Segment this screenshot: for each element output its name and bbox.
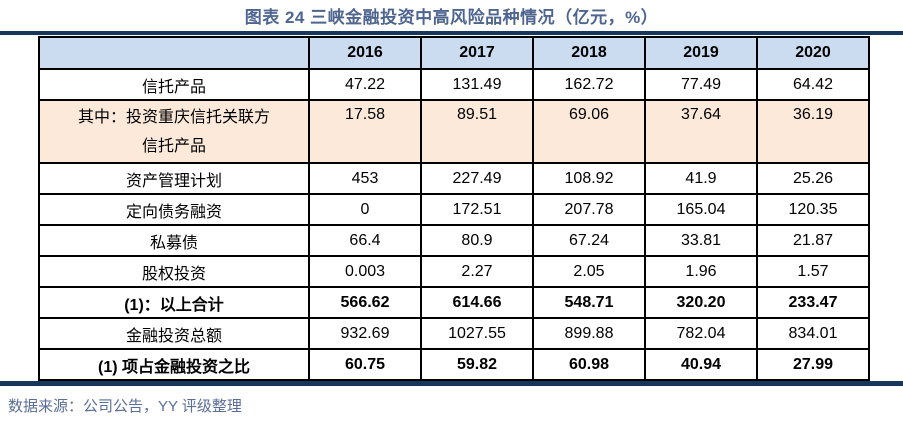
cell-value: 165.04 [644,193,758,226]
row-label: 信托产品 [38,68,310,101]
row-label: 金融投资总额 [38,317,310,350]
cell-value: 614.66 [420,286,534,319]
cell-value: 77.49 [644,68,758,101]
cell-value: 40.94 [644,348,758,381]
top-divider [0,31,903,35]
row-label: 股权投资 [38,255,310,288]
header-row: 2016 2017 2018 2019 2020 [38,36,870,70]
cell-value: 21.87 [756,224,870,257]
cell-value: 227.49 [420,162,534,195]
cell-value: 0 [308,193,422,226]
row-label: 其中：投资重庆信托关联方 信托产品 [38,99,310,164]
table-row: 金融投资总额 932.69 1027.55 899.88 782.04 834.01 [38,317,870,350]
data-source-note: 数据来源：公司公告，YY 评级整理 [8,398,242,415]
cell-value: 27.99 [756,348,870,381]
table-row: 信托产品 47.22 131.49 162.72 77.49 64.42 [38,68,870,101]
cell-value: 0.003 [308,255,422,288]
cell-value: 453 [308,162,422,195]
cell-value: 172.51 [420,193,534,226]
year-column-header: 2020 [756,36,870,70]
cell-value: 120.35 [756,193,870,226]
cell-value: 131.49 [420,68,534,101]
cell-value: 162.72 [532,68,646,101]
cell-value: 108.92 [532,162,646,195]
table-row: 股权投资 0.003 2.27 2.05 1.96 1.57 [38,255,870,288]
table-row: (1) 项占金融投资之比 60.75 59.82 60.98 40.94 27.99 [38,348,870,381]
cell-value: 1.57 [756,255,870,288]
cell-value: 47.22 [308,68,422,101]
row-label-column-header [38,36,310,70]
year-column-header: 2016 [308,36,422,70]
table-row: (1)：以上合计 566.62 614.66 548.71 320.20 233.47 [38,286,870,319]
table-row: 私募债 66.4 80.9 67.24 33.81 21.87 [38,224,870,257]
cell-value: 41.9 [644,162,758,195]
cell-value: 548.71 [532,286,646,319]
year-column-header: 2017 [420,36,534,70]
year-column-header: 2018 [532,36,646,70]
cell-value: 69.06 [532,99,646,164]
cell-value: 207.78 [532,193,646,226]
cell-value: 60.75 [308,348,422,381]
cell-value: 17.58 [308,99,422,164]
cell-value: 89.51 [420,99,534,164]
row-label: (1)：以上合计 [38,286,310,319]
cell-value: 233.47 [756,286,870,319]
data-table: 2016 2017 2018 2019 2020 信托产品 47.22 131.49 162.… [38,36,870,381]
cell-value: 64.42 [756,68,870,101]
table-row: 定向债务融资 0 172.51 207.78 165.04 120.35 [38,193,870,226]
row-label: 资产管理计划 [38,162,310,195]
cell-value: 1.96 [644,255,758,288]
cell-value: 37.64 [644,99,758,164]
table-container: 2016 2017 2018 2019 2020 信托产品 47.22 131.49 162.… [38,36,903,381]
year-column-header: 2019 [644,36,758,70]
cell-value: 67.24 [532,224,646,257]
cell-value: 2.27 [420,255,534,288]
cell-value: 1027.55 [420,317,534,350]
cell-value: 25.26 [756,162,870,195]
cell-value: 899.88 [532,317,646,350]
cell-value: 36.19 [756,99,870,164]
table-row: 其中：投资重庆信托关联方 信托产品 17.58 89.51 69.06 37.64 36.1… [38,99,870,164]
cell-value: 2.05 [532,255,646,288]
cell-value: 320.20 [644,286,758,319]
cell-value: 59.82 [420,348,534,381]
cell-value: 566.62 [308,286,422,319]
row-label: (1) 项占金融投资之比 [38,348,310,381]
cell-value: 782.04 [644,317,758,350]
bottom-divider [0,381,903,386]
row-label: 定向债务融资 [38,193,310,226]
cell-value: 80.9 [420,224,534,257]
cell-value: 33.81 [644,224,758,257]
cell-value: 66.4 [308,224,422,257]
row-label: 私募债 [38,224,310,257]
cell-value: 60.98 [532,348,646,381]
table-row: 资产管理计划 453 227.49 108.92 41.9 25.26 [38,162,870,195]
figure-title: 图表 24 三峡金融投资中高风险品种情况（亿元，%） [244,8,659,27]
cell-value: 834.01 [756,317,870,350]
cell-value: 932.69 [308,317,422,350]
